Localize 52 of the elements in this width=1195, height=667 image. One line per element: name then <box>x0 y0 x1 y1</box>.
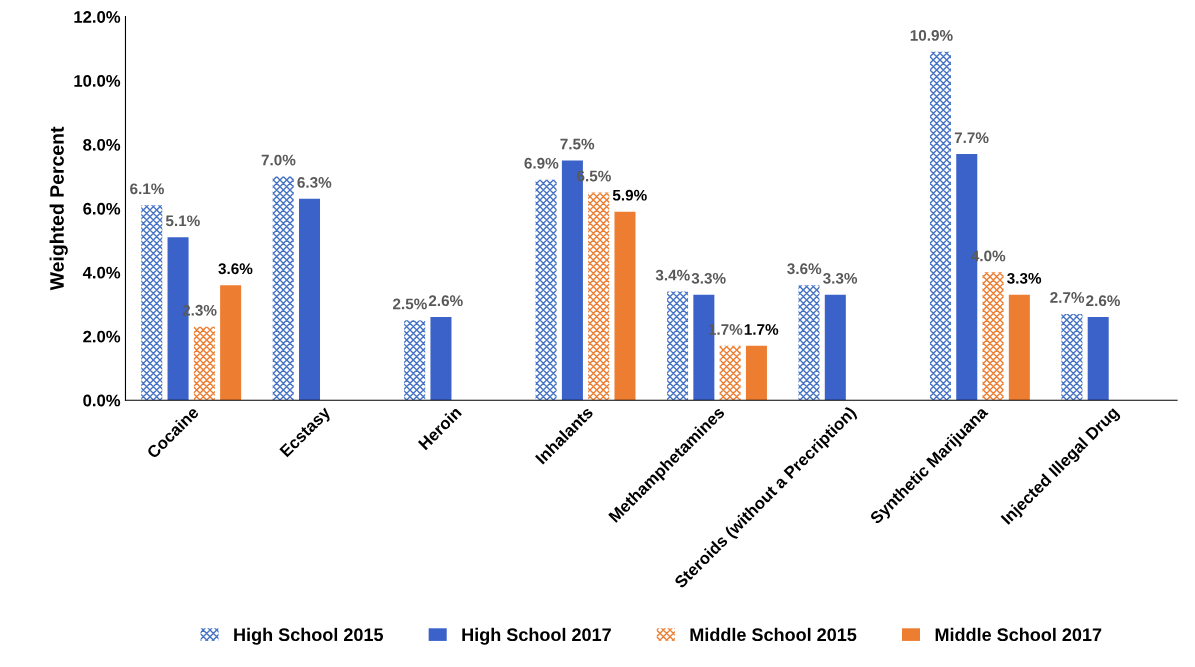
data-label: 10.9% <box>910 30 953 41</box>
bar <box>1087 317 1109 401</box>
data-label: 7.0% <box>261 154 296 166</box>
data-label: 3.6% <box>787 263 822 275</box>
bar <box>1061 313 1083 401</box>
bar <box>588 192 610 401</box>
bar <box>745 345 767 401</box>
bar <box>193 326 215 401</box>
y-tick-label: 10.0% <box>74 75 121 87</box>
legend-label: Middle School 2015 <box>690 627 857 642</box>
bar <box>798 285 820 401</box>
bar <box>535 179 557 401</box>
data-label: 5.9% <box>612 189 647 201</box>
data-label: 6.1% <box>130 183 164 195</box>
bar <box>719 345 741 401</box>
bar <box>272 176 294 401</box>
data-label: 3.3% <box>1007 272 1042 284</box>
bar <box>667 291 689 401</box>
data-label: 1.7% <box>744 324 779 335</box>
data-label: 3.6% <box>218 263 253 275</box>
bar <box>1008 294 1030 401</box>
data-label: 3.4% <box>655 269 690 281</box>
bar <box>430 317 452 401</box>
y-tick-label: 0.0% <box>83 394 121 407</box>
bar <box>298 198 321 401</box>
bar <box>614 211 636 401</box>
data-label: 2.7% <box>1050 292 1085 303</box>
y-tick-label: 4.0% <box>82 266 121 279</box>
y-axis-title: Weighted Percent <box>49 126 68 291</box>
bar <box>929 51 951 401</box>
y-tick-label: 2.0% <box>83 330 121 343</box>
data-label: 3.3% <box>823 272 858 284</box>
data-label: 7.7% <box>954 132 989 144</box>
data-label: 2.5% <box>392 298 427 310</box>
y-tick-label: 12.0% <box>74 11 121 23</box>
data-label: 2.6% <box>428 295 463 307</box>
data-label: 6.9% <box>524 157 559 169</box>
legend-label: Middle School 2017 <box>935 627 1102 642</box>
bar <box>404 320 426 401</box>
bar <box>982 272 1004 401</box>
legend-label: High School 2017 <box>462 627 611 645</box>
data-label: 2.6% <box>1086 295 1121 307</box>
legend-label: High School 2015 <box>234 627 384 645</box>
data-label: 5.1% <box>165 215 200 227</box>
data-label: 7.5% <box>560 138 595 150</box>
data-label: 3.3% <box>691 272 726 284</box>
data-label: 6.3% <box>297 177 332 188</box>
bar <box>141 205 163 401</box>
y-tick-label: 6.0% <box>83 202 121 215</box>
bar <box>824 294 846 401</box>
bar <box>220 285 242 401</box>
y-tick-label: 8.0% <box>83 138 121 151</box>
